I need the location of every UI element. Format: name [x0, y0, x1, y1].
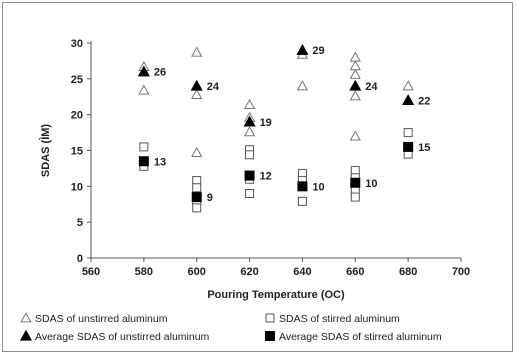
x-tick-label: 600: [188, 266, 206, 278]
data-label: 26: [154, 67, 166, 79]
data-point: [403, 141, 414, 152]
data-point: [349, 79, 362, 91]
data-label: 9: [207, 192, 213, 204]
tick-labels: 0 5 10 15 20 25 30 560 580 600 620 640 660 680 700: [71, 38, 470, 278]
y-tick-label: 10: [71, 181, 83, 193]
data-point: [192, 183, 202, 193]
data-label: 29: [312, 45, 324, 57]
y-tick-label: 5: [77, 217, 83, 229]
legend-entry: Average SDAS of stirred aluminum: [279, 331, 442, 343]
axes: [87, 41, 462, 262]
data-label: 13: [154, 156, 166, 168]
data-point: [350, 192, 360, 202]
data-point: [402, 94, 415, 105]
data-point: [403, 128, 413, 138]
y-tick-label: 20: [71, 110, 83, 122]
data-point: [349, 60, 361, 71]
data-point: [190, 79, 203, 91]
data-labels: 26 24 19 29 24 22 13 9 12 10 10 15: [154, 45, 431, 204]
y-tick-label: 25: [71, 74, 83, 86]
legend-marker: [265, 313, 275, 323]
data-point: [243, 126, 256, 137]
x-tick-label: 660: [346, 266, 364, 278]
data-label: 12: [260, 171, 272, 183]
data-point: [191, 192, 202, 203]
data-point: [296, 43, 309, 55]
data-label: 22: [418, 95, 430, 107]
data-label: 24: [207, 81, 220, 93]
data-point: [296, 80, 309, 91]
data-marks: [137, 43, 415, 213]
data-point: [297, 196, 307, 206]
data-point: [350, 177, 361, 188]
legend-marker: [20, 312, 32, 323]
data-label: 10: [365, 178, 377, 190]
y-axis-title: SDAS (ÌM): [39, 124, 52, 178]
data-point: [243, 98, 256, 109]
data-point: [245, 150, 255, 160]
data-label: 19: [260, 117, 272, 129]
x-tick-label: 680: [399, 266, 417, 278]
data-label: 10: [312, 181, 324, 193]
data-point: [297, 181, 308, 192]
data-point: [349, 90, 361, 101]
data-label: 15: [418, 142, 430, 154]
x-axis-title: Pouring Temperature (OC): [207, 289, 345, 301]
data-point: [402, 80, 414, 91]
data-point: [245, 189, 255, 198]
data-point: [137, 65, 150, 77]
legend-entry: SDAS of unstirred aluminum: [35, 313, 168, 325]
data-point: [349, 130, 361, 141]
legend-entry: SDAS of stirred aluminum: [279, 313, 400, 325]
x-tick-label: 560: [82, 266, 100, 278]
data-point: [139, 142, 149, 152]
x-tick-label: 580: [135, 266, 153, 278]
data-point: [244, 170, 255, 181]
y-tick-label: 0: [77, 253, 83, 265]
x-tick-label: 620: [240, 266, 258, 278]
data-point: [191, 146, 203, 157]
data-point: [349, 51, 361, 62]
chart-frame: 0 5 10 15 20 25 30 560 580 600 620 640 660 680 700 SDA…: [2, 2, 513, 352]
data-point: [349, 68, 361, 79]
legend-marker: [19, 329, 33, 341]
data-point: [243, 115, 256, 127]
legend: SDAS of unstirred aluminum SDAS of stirre…: [19, 312, 442, 343]
y-tick-label: 15: [71, 146, 83, 158]
data-point: [192, 203, 202, 213]
x-tick-label: 640: [293, 266, 311, 278]
legend-entry: Average SDAS of unstirred aluminum: [35, 331, 210, 343]
x-tick-label: 700: [452, 266, 470, 278]
data-point: [138, 84, 150, 95]
legend-marker: [265, 331, 275, 341]
y-tick-label: 30: [71, 38, 83, 50]
data-label: 24: [365, 81, 378, 93]
data-point: [138, 156, 149, 167]
scatter-chart: 0 5 10 15 20 25 30 560 580 600 620 640 660 680 700 SDA…: [19, 38, 470, 343]
data-point: [191, 46, 203, 57]
data-point: [191, 88, 203, 99]
